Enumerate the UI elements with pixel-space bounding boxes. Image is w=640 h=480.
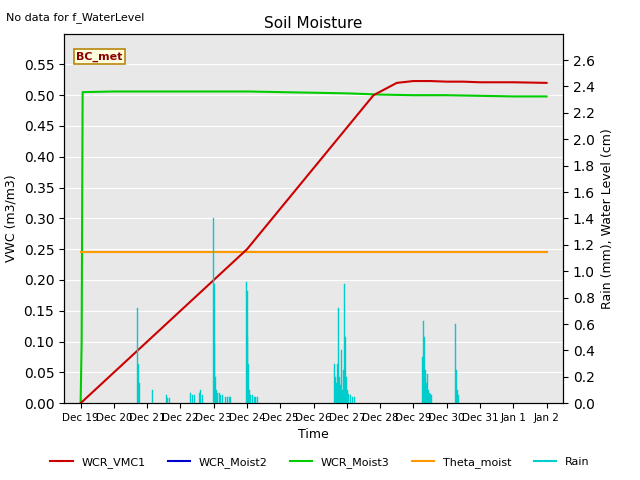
Y-axis label: Rain (mm), Water Level (cm): Rain (mm), Water Level (cm)	[600, 128, 614, 309]
Title: Soil Moisture: Soil Moisture	[264, 16, 363, 31]
Text: No data for f_WaterLevel: No data for f_WaterLevel	[6, 12, 145, 23]
Legend: WCR_VMC1, WCR_Moist2, WCR_Moist3, Theta_moist, Rain: WCR_VMC1, WCR_Moist2, WCR_Moist3, Theta_…	[46, 452, 594, 472]
Text: BC_met: BC_met	[77, 51, 123, 62]
Y-axis label: VWC (m3/m3): VWC (m3/m3)	[5, 175, 18, 262]
X-axis label: Time: Time	[298, 429, 329, 442]
